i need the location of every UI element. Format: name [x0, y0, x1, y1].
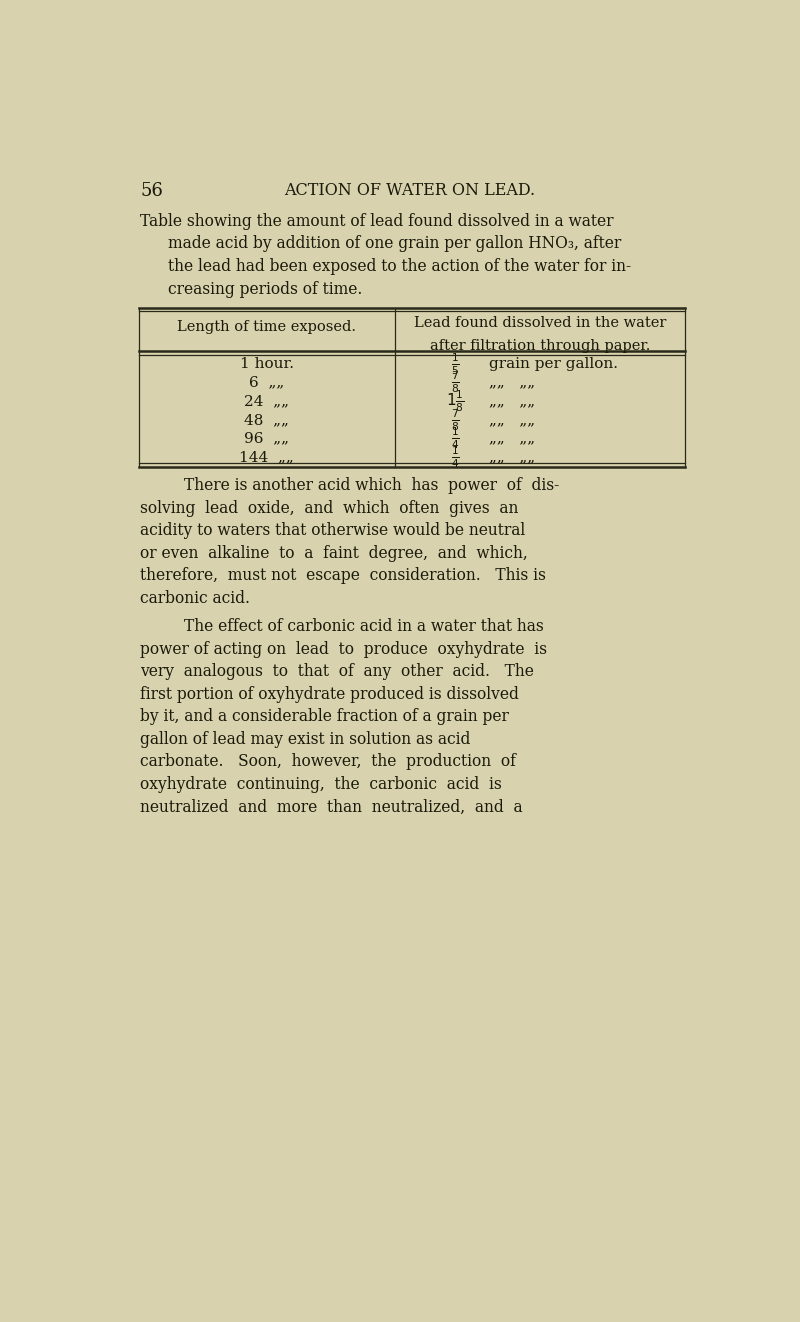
Text: made acid by addition of one grain per gallon HNO₃, after: made acid by addition of one grain per g…: [168, 235, 622, 253]
Text: 144  „„: 144 „„: [239, 451, 294, 464]
Text: neutralized  and  more  than  neutralized,  and  a: neutralized and more than neutralized, a…: [140, 798, 523, 816]
Text: „„   „„: „„ „„: [489, 394, 535, 408]
Text: $\frac{7}{8}$: $\frac{7}{8}$: [450, 407, 459, 432]
Text: 1 hour.: 1 hour.: [240, 357, 294, 371]
Text: acidity to waters that otherwise would be neutral: acidity to waters that otherwise would b…: [140, 522, 526, 539]
Text: 24  „„: 24 „„: [244, 394, 289, 408]
Text: $\frac{1}{5}$: $\frac{1}{5}$: [450, 352, 459, 377]
Text: There is another acid which  has  power  of  dis-: There is another acid which has power of…: [184, 477, 559, 494]
Text: Length of time exposed.: Length of time exposed.: [177, 320, 356, 333]
Text: after filtration through paper.: after filtration through paper.: [430, 338, 650, 353]
Text: solving  lead  oxide,  and  which  often  gives  an: solving lead oxide, and which often give…: [140, 500, 518, 517]
Text: Table showing the amount of lead found dissolved in a water: Table showing the amount of lead found d…: [140, 213, 614, 230]
Text: 96  „„: 96 „„: [244, 431, 289, 446]
Text: carbonate.   Soon,  however,  the  production  of: carbonate. Soon, however, the production…: [140, 754, 516, 771]
Text: therefore,  must not  escape  consideration.   This is: therefore, must not escape consideration…: [140, 567, 546, 584]
Text: $\frac{7}{8}$: $\frac{7}{8}$: [450, 370, 459, 395]
Text: „„   „„: „„ „„: [489, 451, 535, 464]
Text: 6  „„: 6 „„: [249, 375, 284, 390]
Text: carbonic acid.: carbonic acid.: [140, 590, 250, 607]
Text: Lead found dissolved in the water: Lead found dissolved in the water: [414, 316, 666, 329]
Text: „„   „„: „„ „„: [489, 431, 535, 446]
Text: ACTION OF WATER ON LEAD.: ACTION OF WATER ON LEAD.: [285, 181, 535, 198]
Text: power of acting on  lead  to  produce  oxyhydrate  is: power of acting on lead to produce oxyhy…: [140, 641, 547, 658]
Text: „„   „„: „„ „„: [489, 412, 535, 427]
Text: 56: 56: [140, 181, 163, 200]
Text: 48  „„: 48 „„: [244, 412, 289, 427]
Text: first portion of oxyhydrate produced is dissolved: first portion of oxyhydrate produced is …: [140, 686, 519, 703]
Text: or even  alkaline  to  a  faint  degree,  and  which,: or even alkaline to a faint degree, and …: [140, 545, 528, 562]
Text: creasing periods of time.: creasing periods of time.: [168, 280, 362, 297]
Text: $\frac{1}{4}$: $\frac{1}{4}$: [450, 444, 459, 471]
Text: gallon of lead may exist in solution as acid: gallon of lead may exist in solution as …: [140, 731, 470, 748]
Text: very  analogous  to  that  of  any  other  acid.   The: very analogous to that of any other acid…: [140, 664, 534, 681]
Text: $\frac{1}{4}$: $\frac{1}{4}$: [450, 426, 459, 451]
Text: „„   „„: „„ „„: [489, 375, 535, 390]
Text: grain per gallon.: grain per gallon.: [489, 357, 618, 371]
Text: the lead had been exposed to the action of the water for in-: the lead had been exposed to the action …: [168, 258, 631, 275]
Text: oxyhydrate  continuing,  the  carbonic  acid  is: oxyhydrate continuing, the carbonic acid…: [140, 776, 502, 793]
Text: $1\frac{1}{8}$: $1\frac{1}{8}$: [446, 389, 464, 414]
Text: by it, and a considerable fraction of a grain per: by it, and a considerable fraction of a …: [140, 709, 509, 726]
Text: The effect of carbonic acid in a water that has: The effect of carbonic acid in a water t…: [184, 619, 543, 636]
